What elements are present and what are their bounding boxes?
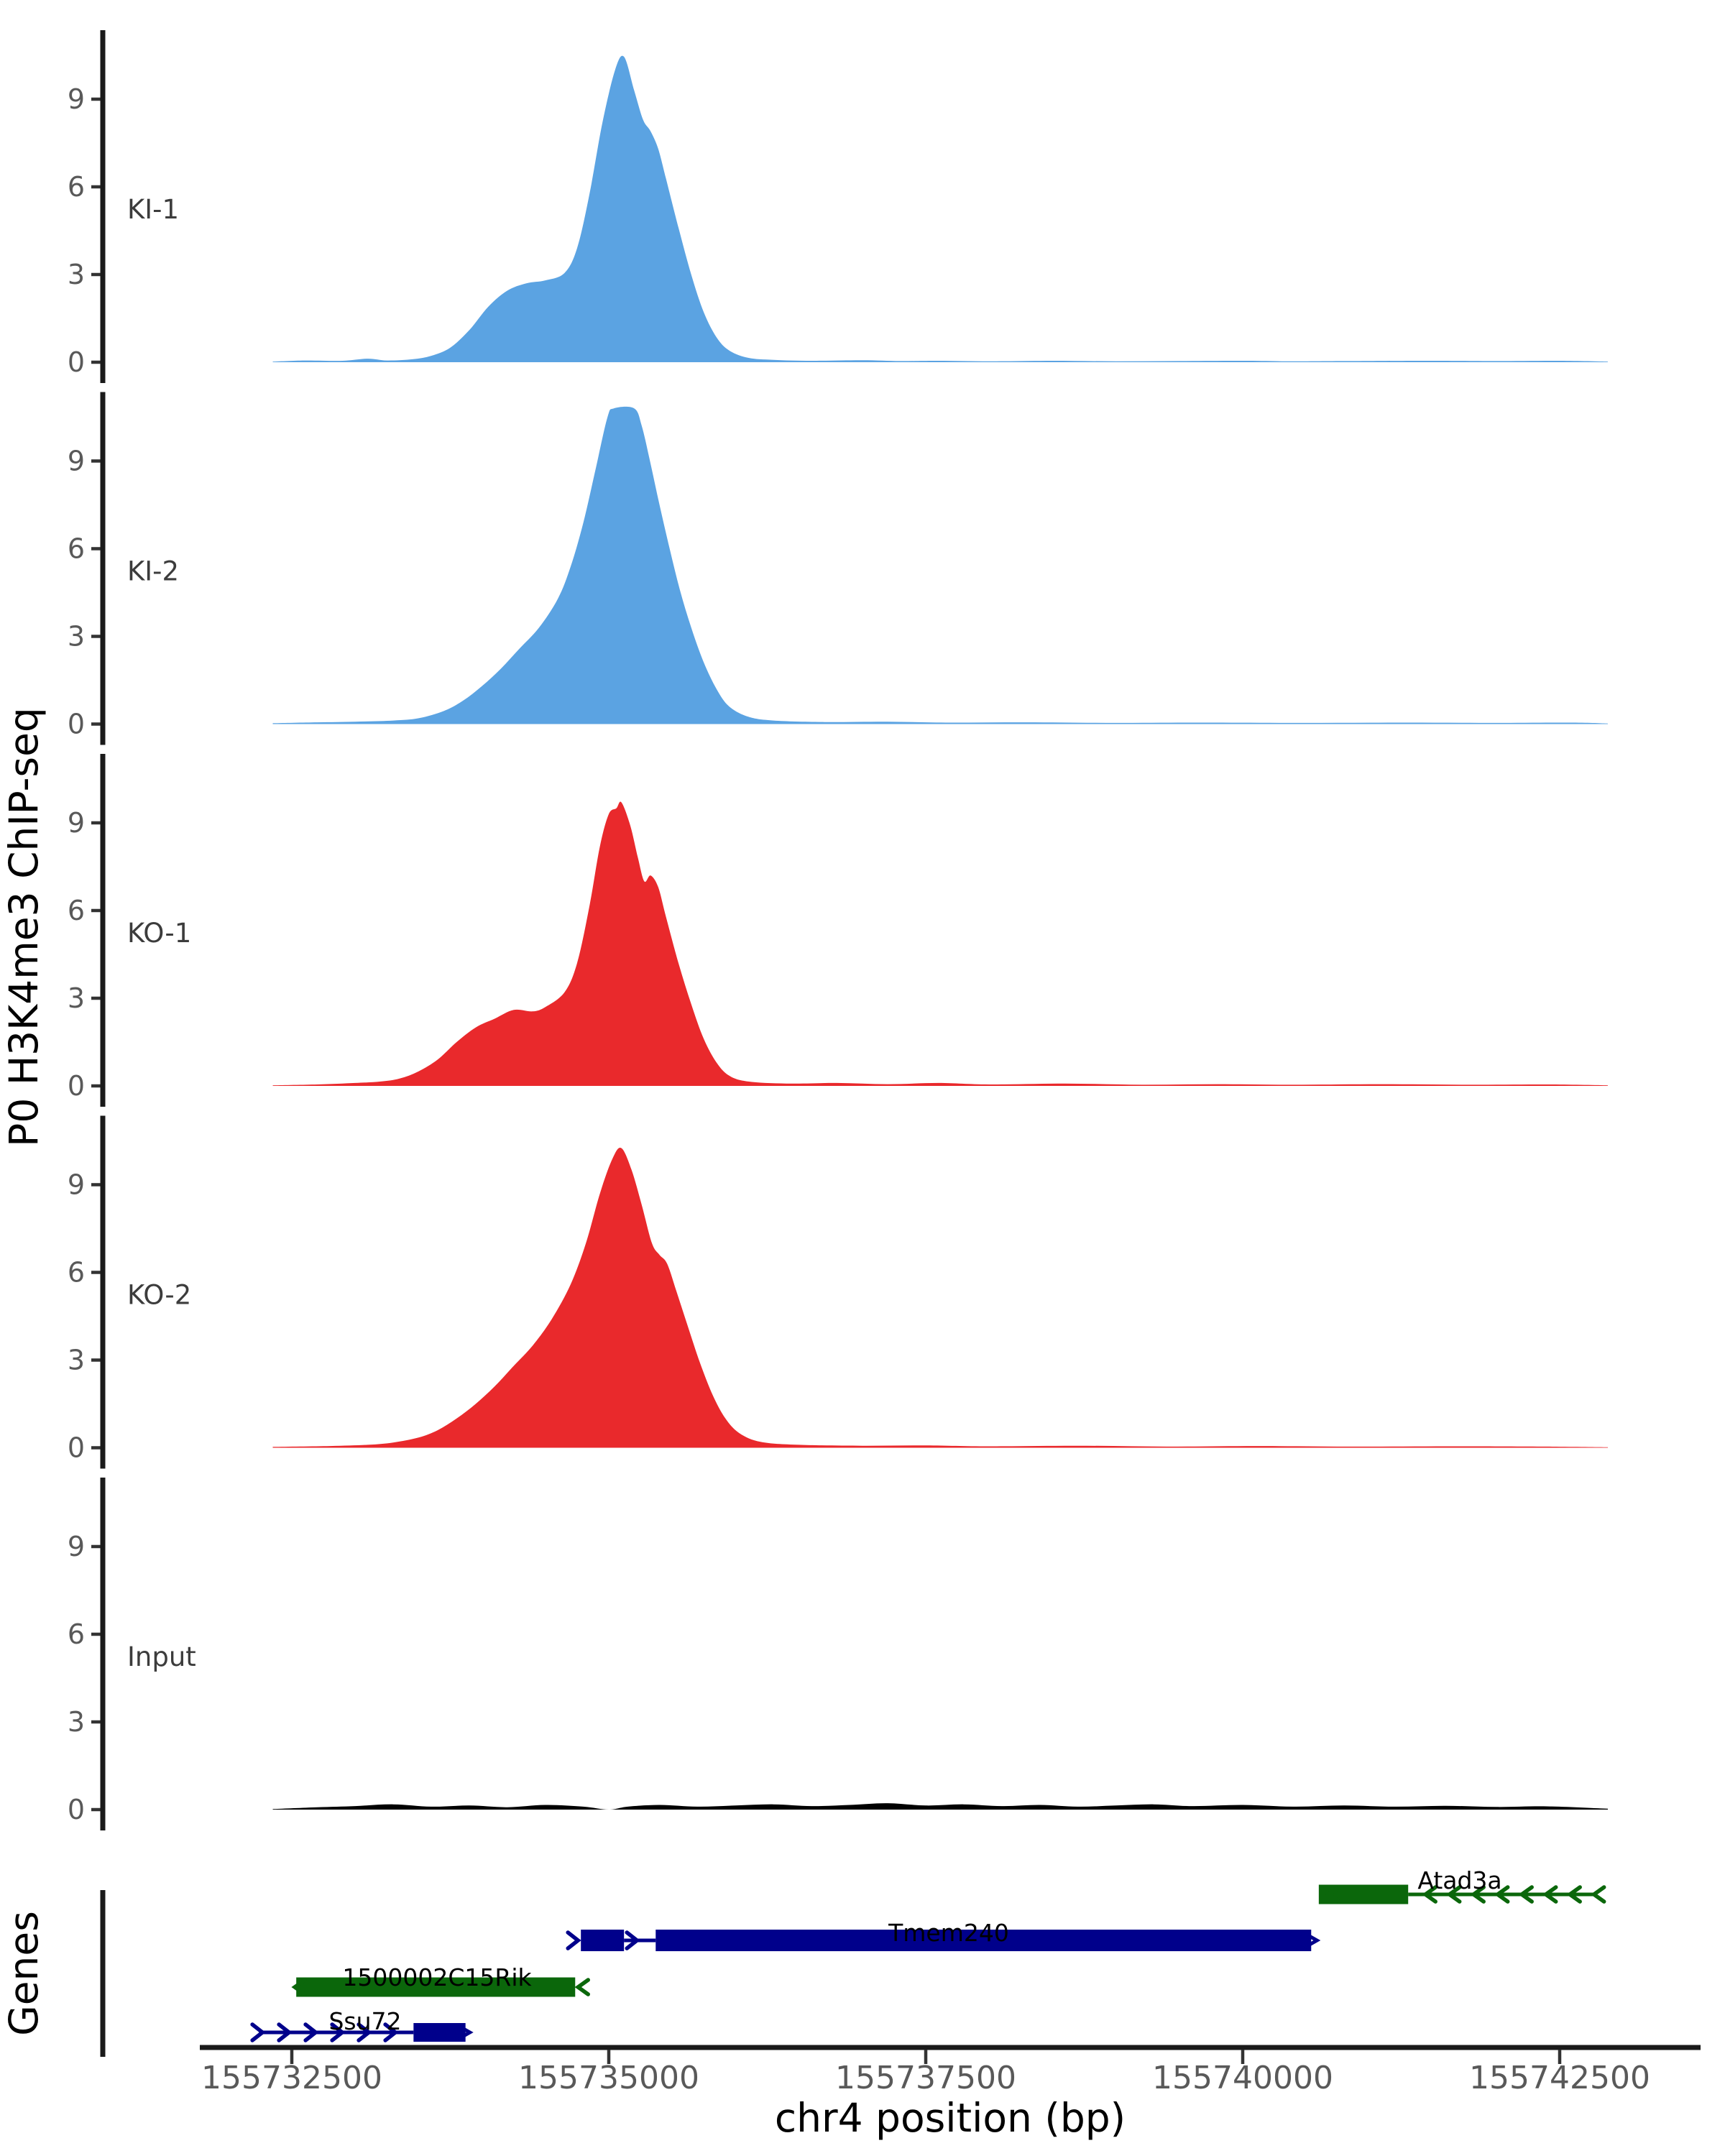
coverage-area-ko-1 [272,801,1608,1086]
y-tick-label-ki-2-0: 0 [68,709,85,740]
y-tick-label-ki-1-0: 0 [68,346,85,378]
strand-arrow-icon-ssu72 [250,2022,266,2042]
gene-exon-atad3a-0 [1318,1884,1409,1904]
genes-axis-title: Genes [1,1911,47,2036]
y-tick-label-ko-1-0: 0 [68,1070,85,1102]
y-tick-label-ko-2-9: 9 [68,1169,85,1200]
y-tick-label-ko-2-3: 3 [68,1344,85,1376]
y-tick-label-ki-1-6: 6 [68,171,85,203]
y-tick-label-ko-1-6: 6 [68,895,85,926]
y-tick-label-ki-1-3: 3 [68,259,85,290]
track-label-ki-2: KI-2 [127,556,179,587]
coverage-area-input [272,1803,1608,1810]
x-tick-label-155735000: 155735000 [518,2060,699,2096]
x-tick-label-155742500: 155742500 [1469,2060,1650,2096]
strand-arrow-icon-ssu72 [277,2022,293,2042]
gene-label-ssu72: Ssu72 [328,2007,401,2035]
gene-exon-1500002c15rik-0 [296,1977,576,1997]
gene-label-atad3a: Atad3a [1417,1866,1501,1894]
track-label-input: Input [127,1641,196,1672]
y-tick-label-input-9: 9 [68,1531,85,1562]
track-label-ko-1: KO-1 [127,918,191,949]
coverage-area-ki-2 [272,406,1608,724]
strand-arrow-icon-atad3a [1494,1885,1510,1904]
strand-arrow-icon-ssu72 [356,2022,372,2042]
y-tick-label-input-0: 0 [68,1794,85,1825]
gene-exon-tmem240-1 [656,1930,1312,1951]
y-tick-label-ko-1-3: 3 [68,982,85,1014]
gene-label-tmem240: Tmem240 [888,1919,1009,1947]
strand-arrow-icon-ssu72 [303,2022,319,2042]
y-tick-label-ki-2-6: 6 [68,533,85,564]
y-tick-label-ki-2-3: 3 [68,620,85,652]
y-tick-label-input-6: 6 [68,1618,85,1650]
strand-arrow-icon-atad3a [1590,1885,1606,1904]
track-label-ko-2: KO-2 [127,1280,191,1311]
strand-arrow-icon-atad3a [1422,1885,1438,1904]
gene-exon-tmem240-0 [581,1930,625,1951]
x-tick-label-155740000: 155740000 [1152,2060,1333,2096]
gene-exon-ssu72-0 [413,2023,466,2042]
strand-arrow-icon-ssu72 [330,2022,346,2042]
strand-arrow-icon-tmem240 [625,1930,640,1950]
strand-arrow-icon-ssu72 [383,2022,399,2042]
strand-arrow-icon-tmem240 [566,1930,581,1950]
y-tick-label-input-3: 3 [68,1706,85,1738]
coverage-area-ki-1 [272,55,1608,362]
y-tick-label-ko-1-9: 9 [68,807,85,839]
strand-arrow-icon-atad3a [1542,1885,1558,1904]
strand-arrow-icon-atad3a [1445,1885,1462,1904]
y-axis-title: P0 H3K4me3 ChIP-seq [1,707,47,1147]
strand-arrow-icon-atad3a [1325,1885,1341,1904]
y-tick-label-ki-2-9: 9 [68,445,85,476]
strand-arrow-icon-atad3a [1566,1885,1582,1904]
track-label-ki-1: KI-1 [127,194,179,225]
y-tick-label-ko-2-6: 6 [68,1256,85,1288]
strand-arrow-icon-atad3a [1518,1885,1534,1904]
x-axis-title: chr4 position (bp) [775,2095,1126,2141]
y-tick-label-ko-2-0: 0 [68,1432,85,1464]
strand-arrow-icon-1500002c15rik [574,1978,591,1996]
gene-label-1500002c15rik: 1500002C15Rik [342,1963,532,1991]
coverage-area-ko-2 [272,1147,1608,1448]
x-tick-label-155737500: 155737500 [835,2060,1016,2096]
strand-arrow-icon-1500002c15rik [291,1978,307,1996]
strand-arrow-icon-atad3a [1470,1885,1486,1904]
strand-arrow-icon-tmem240 [1305,1932,1321,1948]
x-tick-label-155732500: 155732500 [201,2060,382,2096]
y-tick-label-ki-1-9: 9 [68,83,85,115]
strand-arrow-icon-ssu72 [458,2024,474,2040]
